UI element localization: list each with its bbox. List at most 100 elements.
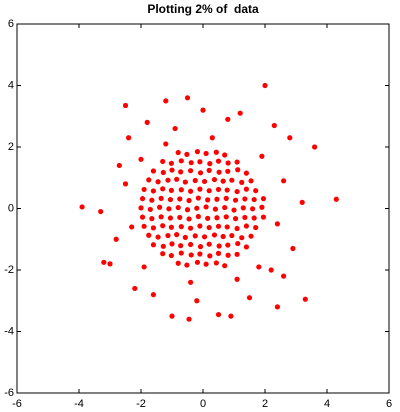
point (222, 263, 228, 269)
point (243, 223, 249, 229)
point (182, 234, 188, 241)
y-tick-label: -4 (4, 325, 14, 337)
point (215, 311, 222, 318)
point (333, 196, 339, 202)
point (259, 204, 265, 210)
point (260, 214, 267, 220)
point (160, 243, 166, 249)
point (225, 242, 231, 248)
point (220, 178, 226, 184)
point (163, 141, 169, 147)
point (211, 176, 218, 183)
point (160, 169, 166, 176)
point (150, 188, 156, 194)
point (225, 116, 231, 122)
point (150, 292, 156, 298)
point (178, 250, 184, 256)
point (168, 252, 174, 259)
point (79, 204, 85, 210)
point (167, 215, 174, 221)
point (235, 240, 241, 247)
point (281, 178, 287, 184)
point (178, 158, 184, 164)
point (222, 152, 228, 158)
point (268, 267, 274, 273)
point (243, 186, 249, 192)
point (213, 260, 219, 266)
point (147, 206, 153, 213)
point (216, 169, 222, 175)
point (141, 264, 147, 270)
y-tick-label: 6 (8, 18, 14, 30)
point (220, 233, 226, 240)
point (229, 177, 235, 183)
point (167, 196, 174, 203)
point (240, 205, 246, 211)
plot-frame (16, 23, 390, 394)
point (146, 232, 152, 238)
point (250, 206, 256, 212)
point (178, 187, 184, 193)
point (253, 188, 259, 194)
point (126, 135, 132, 141)
point (281, 273, 287, 279)
point (229, 232, 235, 239)
point (274, 221, 280, 227)
point (139, 196, 146, 202)
point (222, 204, 228, 211)
point (113, 236, 119, 242)
point (223, 195, 229, 201)
point (237, 110, 243, 116)
point (188, 279, 194, 285)
point (234, 188, 240, 195)
point (214, 196, 220, 202)
point (205, 215, 211, 221)
point (163, 98, 169, 104)
point (194, 259, 201, 265)
point (274, 304, 280, 310)
point (169, 241, 175, 247)
point (234, 251, 240, 257)
point (195, 195, 201, 201)
point (215, 158, 222, 164)
point (312, 144, 318, 150)
point (271, 122, 277, 129)
y-tick-label: 4 (8, 79, 14, 91)
point (157, 204, 163, 210)
point (203, 150, 209, 157)
point (248, 178, 254, 184)
point (146, 177, 152, 183)
y-tick-label: 0 (8, 202, 14, 214)
point (232, 197, 239, 203)
point (165, 232, 171, 239)
point (160, 186, 166, 192)
point (144, 119, 150, 125)
point (216, 243, 222, 249)
point (224, 187, 230, 193)
x-tick-label: -6 (12, 398, 22, 410)
point (234, 276, 240, 282)
point (188, 252, 194, 258)
point (203, 204, 209, 210)
point (168, 160, 174, 166)
point (188, 188, 194, 194)
point (178, 224, 184, 230)
point (141, 223, 147, 229)
point (192, 177, 198, 184)
x-tick-label: 0 (200, 398, 206, 410)
point (209, 135, 215, 141)
point (207, 161, 213, 167)
point (231, 207, 237, 213)
point (201, 234, 208, 240)
point (192, 233, 198, 239)
point (122, 102, 129, 109)
point (184, 262, 190, 268)
point (197, 244, 204, 250)
point (186, 216, 192, 222)
point (184, 151, 190, 157)
point (150, 225, 156, 231)
point (132, 285, 138, 292)
point (260, 196, 267, 202)
point (215, 223, 222, 229)
